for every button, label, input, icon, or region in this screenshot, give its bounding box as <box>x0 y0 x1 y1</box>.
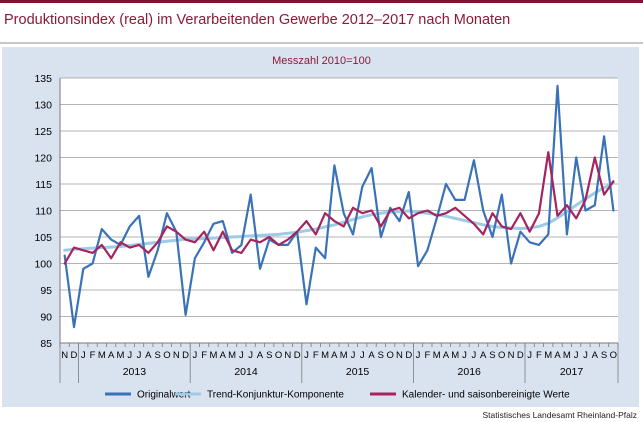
x-tick-label: S <box>601 350 607 361</box>
series-line <box>63 151 615 265</box>
x-tick-label: A <box>331 350 338 361</box>
x-tick-label: J <box>248 350 253 361</box>
x-tick-label: F <box>313 350 319 361</box>
y-tick-label: 85 <box>40 338 52 350</box>
x-tick-label: J <box>360 350 365 361</box>
y-tick-label: 125 <box>34 126 52 138</box>
x-tick-label: A <box>108 350 115 361</box>
x-tick-label: M <box>321 350 329 361</box>
x-tick-label: J <box>127 350 132 361</box>
x-tick-label: M <box>340 350 348 361</box>
x-tick-label: D <box>517 350 524 361</box>
page-title: Produktionsindex (real) im Verarbeitende… <box>4 12 511 28</box>
x-tick-label: J <box>351 350 356 361</box>
x-tick-label: F <box>201 350 207 361</box>
x-tick-label: J <box>583 350 588 361</box>
y-tick-label: 130 <box>34 100 52 112</box>
x-tick-label: S <box>489 350 495 361</box>
legend-label: Originalwert <box>137 390 191 401</box>
x-tick-label: A <box>220 350 227 361</box>
source-note: Statistisches Landesamt Rheinland-Pfalz <box>482 410 638 420</box>
x-tick-label: M <box>433 350 441 361</box>
x-tick-label: O <box>386 350 393 361</box>
x-tick-label: S <box>154 350 160 361</box>
x-tick-label: D <box>182 350 189 361</box>
x-tick-label: J <box>416 350 421 361</box>
x-tick-label: J <box>304 350 309 361</box>
x-tick-label: F <box>424 350 430 361</box>
top-accent-bar <box>0 0 643 3</box>
x-tick-label: O <box>610 350 617 361</box>
x-tick-label: O <box>275 350 282 361</box>
x-tick-label: S <box>378 350 384 361</box>
x-tick-label: O <box>498 350 505 361</box>
legend-label: Kalender- und saisonbereinigte Werte <box>402 390 570 401</box>
x-tick-label: F <box>90 350 96 361</box>
x-tick-label: M <box>544 350 552 361</box>
x-tick-label: N <box>61 350 68 361</box>
x-tick-label: A <box>480 350 487 361</box>
x-tick-label: O <box>163 350 170 361</box>
x-tick-label: A <box>145 350 152 361</box>
y-tick-label: 100 <box>34 259 52 271</box>
x-tick-label: M <box>228 350 236 361</box>
x-tick-label: A <box>368 350 375 361</box>
y-tick-label: 115 <box>35 179 52 191</box>
x-tick-label: A <box>554 350 561 361</box>
year-label: 2015 <box>346 366 370 378</box>
x-tick-label: M <box>209 350 217 361</box>
x-tick-label: J <box>81 350 86 361</box>
x-tick-label: J <box>137 350 142 361</box>
x-tick-label: F <box>536 350 542 361</box>
x-tick-label: M <box>98 350 106 361</box>
x-tick-label: J <box>462 350 467 361</box>
x-tick-label: D <box>405 350 412 361</box>
y-tick-label: 105 <box>34 232 52 244</box>
x-tick-label: A <box>592 350 599 361</box>
x-tick-label: N <box>173 350 180 361</box>
x-tick-label: J <box>574 350 579 361</box>
x-tick-label: J <box>527 350 532 361</box>
x-tick-label: N <box>396 350 403 361</box>
series-line <box>63 84 615 329</box>
x-tick-label: S <box>266 350 272 361</box>
x-tick-label: N <box>508 350 515 361</box>
year-label: 2016 <box>458 366 482 378</box>
x-tick-label: D <box>294 350 301 361</box>
x-tick-label: J <box>239 350 244 361</box>
x-tick-label: M <box>563 350 571 361</box>
y-tick-label: 110 <box>35 206 52 218</box>
y-tick-label: 95 <box>40 285 52 297</box>
x-tick-label: M <box>451 350 459 361</box>
x-tick-label: N <box>284 350 291 361</box>
y-tick-label: 120 <box>34 153 52 165</box>
x-tick-label: A <box>257 350 264 361</box>
year-label: 2017 <box>560 366 584 378</box>
x-tick-label: J <box>192 350 197 361</box>
x-tick-label: J <box>471 350 476 361</box>
chart-subtitle: Messzahl 2010=100 <box>272 55 371 67</box>
year-label: 2013 <box>123 366 147 378</box>
x-tick-label: M <box>116 350 124 361</box>
y-tick-label: 135 <box>34 73 52 85</box>
x-tick-label: D <box>71 350 78 361</box>
legend-label: Trend-Konjunktur-Komponente <box>207 390 344 401</box>
x-tick-label: A <box>443 350 450 361</box>
year-label: 2014 <box>234 366 258 378</box>
title-divider <box>0 42 643 44</box>
y-tick-label: 90 <box>40 312 52 324</box>
